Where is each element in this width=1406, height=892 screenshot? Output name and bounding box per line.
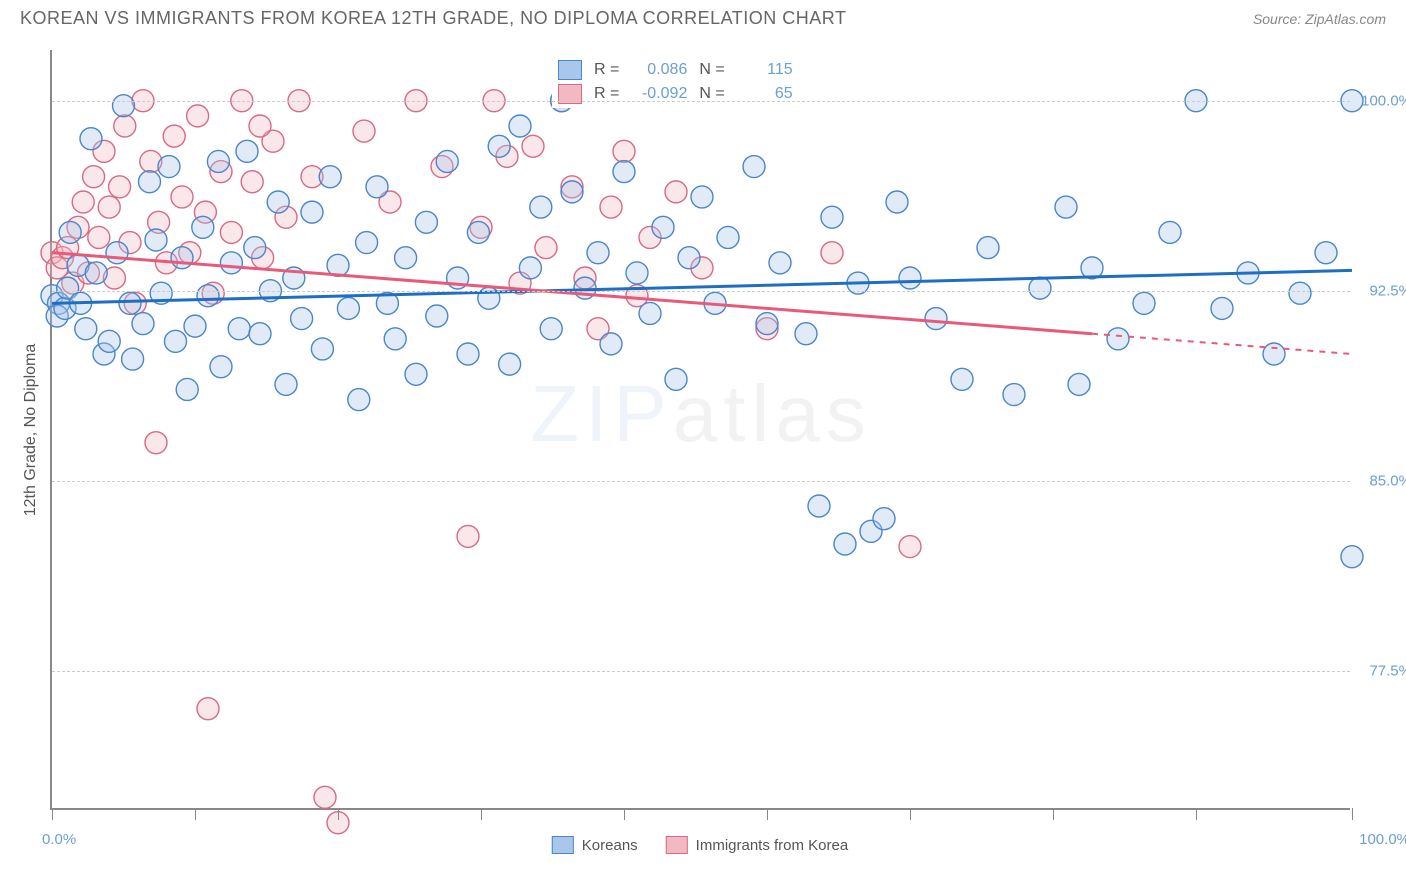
gridline	[52, 101, 1350, 102]
chart-header: KOREAN VS IMMIGRANTS FROM KOREA 12TH GRA…	[0, 0, 1406, 35]
legend-r-label: R =	[594, 61, 619, 79]
x-tick	[1196, 808, 1197, 820]
chart-source: Source: ZipAtlas.com	[1253, 11, 1386, 27]
correlation-legend-row-a: R = 0.086 N = 115	[558, 58, 793, 82]
x-tick	[1053, 808, 1054, 820]
x-tick	[910, 808, 911, 820]
x-tick	[195, 808, 196, 820]
x-tick	[767, 808, 768, 820]
gridline	[52, 481, 1350, 482]
y-tick-label: 85.0%	[1369, 472, 1406, 489]
series-legend-item-a: Koreans	[552, 836, 638, 854]
correlation-legend-row-b: R = -0.092 N = 65	[558, 82, 793, 106]
chart-title: KOREAN VS IMMIGRANTS FROM KOREA 12TH GRA…	[20, 8, 846, 29]
y-tick-label: 77.5%	[1369, 662, 1406, 679]
plot-area: ZIPatlas R = 0.086 N = 115 R = -0.092 N …	[50, 50, 1350, 810]
x-tick	[338, 808, 339, 820]
legend-r-value-a: 0.086	[631, 61, 687, 79]
gridline	[52, 291, 1350, 292]
series-legend-label-a: Koreans	[582, 837, 638, 854]
legend-swatch-a	[558, 60, 582, 80]
x-tick	[1352, 808, 1353, 820]
y-axis-label: 12th Grade, No Diploma	[22, 344, 40, 517]
series-legend-label-b: Immigrants from Korea	[696, 837, 849, 854]
x-axis-min-label: 0.0%	[42, 831, 76, 848]
x-tick	[481, 808, 482, 820]
legend-n-label: N =	[699, 61, 724, 79]
legend-n-value-a: 115	[737, 61, 793, 79]
legend-swatch-icon	[552, 836, 574, 854]
y-tick-label: 100.0%	[1361, 92, 1406, 109]
x-tick	[52, 808, 53, 820]
scatter-plot-svg	[52, 50, 1352, 810]
series-legend: Koreans Immigrants from Korea	[552, 836, 848, 854]
legend-swatch-icon	[666, 836, 688, 854]
series-legend-item-b: Immigrants from Korea	[666, 836, 849, 854]
chart-container: ZIPatlas R = 0.086 N = 115 R = -0.092 N …	[50, 50, 1350, 810]
x-axis-max-label: 100.0%	[1359, 831, 1406, 848]
x-tick	[624, 808, 625, 820]
y-tick-label: 92.5%	[1369, 282, 1406, 299]
gridline	[52, 671, 1350, 672]
